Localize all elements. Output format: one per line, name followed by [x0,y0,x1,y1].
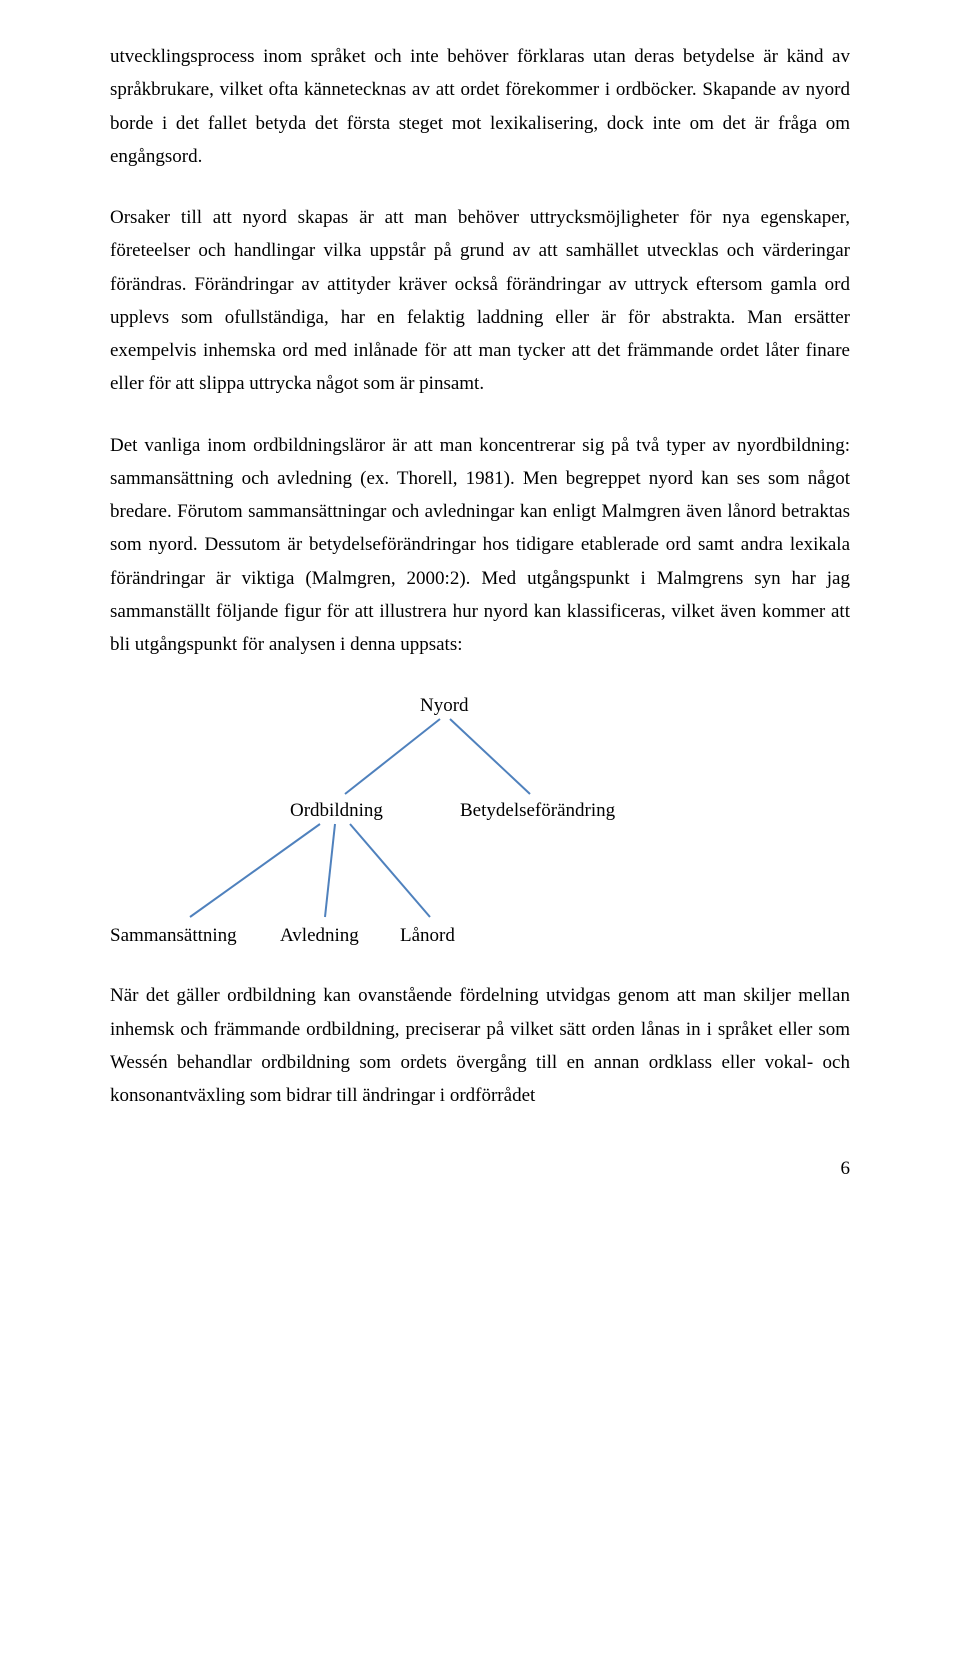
document-page: utvecklingsprocess inom språket och inte… [0,0,960,1226]
diagram-node-left: Ordbildning [290,794,383,827]
page-number: 6 [110,1152,850,1185]
diagram-node-leaf1: Sammansättning [110,919,237,952]
paragraph-3: Det vanliga inom ordbildningsläror är at… [110,429,850,662]
paragraph-2: Orsaker till att nyord skapas är att man… [110,201,850,401]
diagram-node-leaf3: Lånord [400,919,455,952]
diagram-node-right: Betydelseförändring [460,794,615,827]
diagram-node-leaf2: Avledning [280,919,359,952]
classification-diagram: Nyord Ordbildning Betydelseförändring Sa… [110,689,850,949]
paragraph-4: När det gäller ordbildning kan ovanståen… [110,979,850,1112]
paragraph-1: utvecklingsprocess inom språket och inte… [110,40,850,173]
diagram-node-root: Nyord [420,689,469,722]
